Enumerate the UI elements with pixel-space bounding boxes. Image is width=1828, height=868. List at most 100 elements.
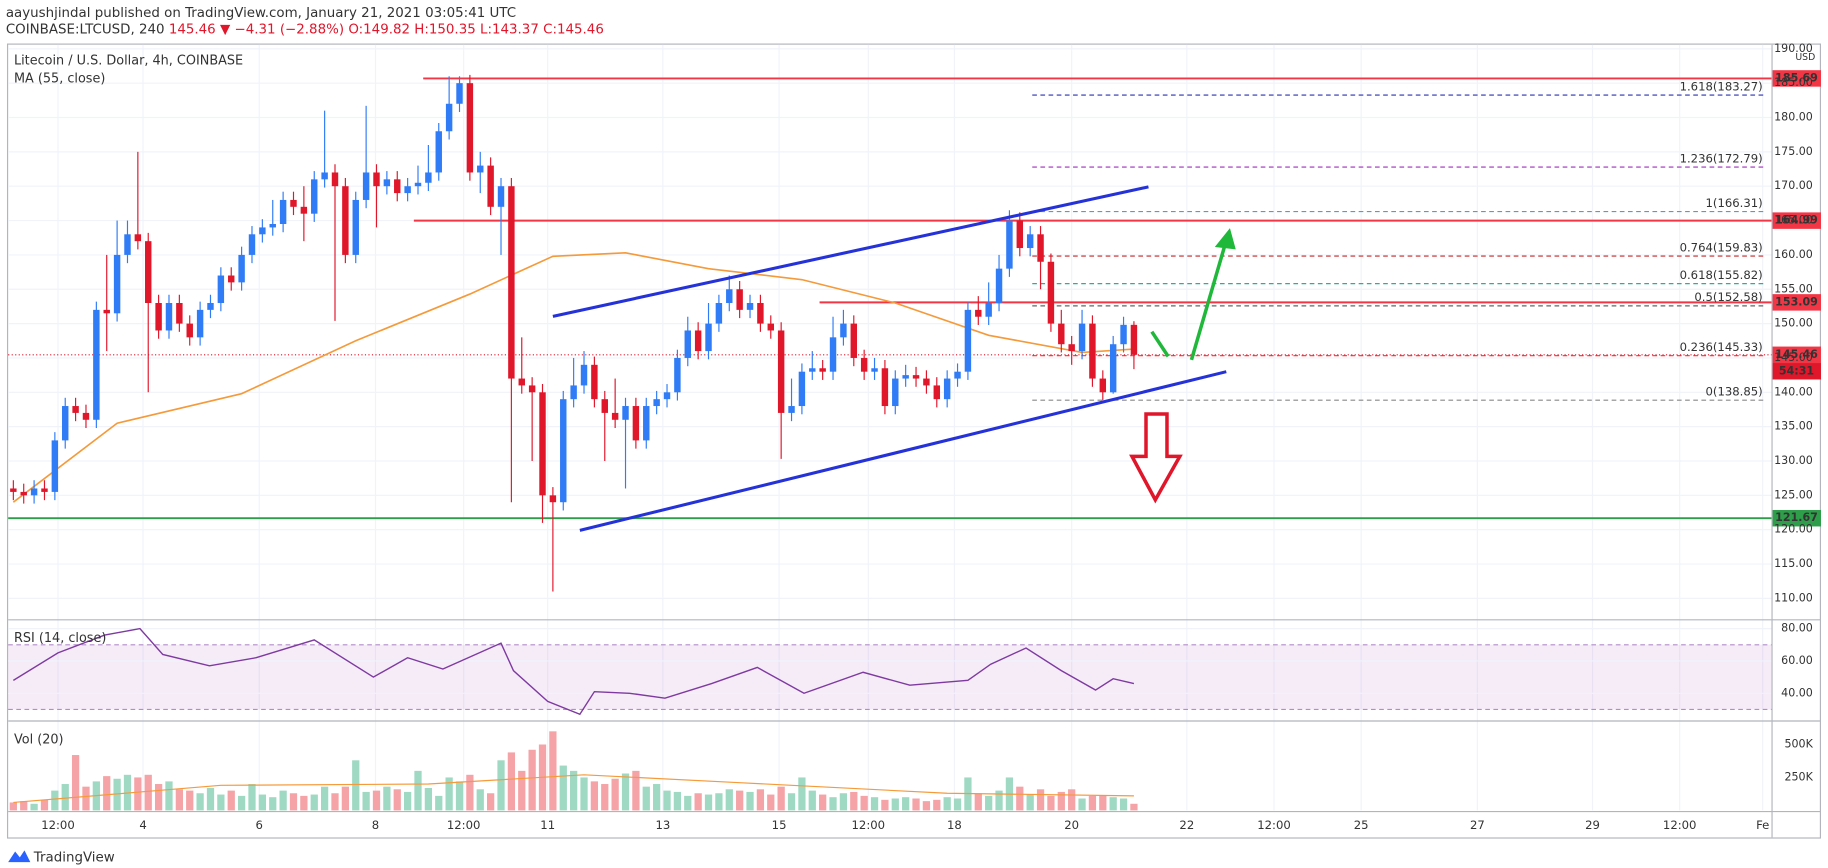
y-tick-label: 110.00 [1774,591,1813,604]
candle-body [777,330,785,413]
candle-body [62,406,69,441]
fib-label: 0.5(152.58) [1694,290,1762,304]
candle-body [601,399,608,413]
price-label-box [1772,70,1822,87]
volume-bar [30,803,38,811]
candle-body [819,368,826,372]
x-tick-label: 12:00 [1257,818,1291,832]
volume-bar [403,791,412,811]
candle-body [964,309,972,372]
volume-bar [1099,795,1107,811]
candle-body [954,371,961,379]
candle-body [1047,261,1055,324]
last: 145.46 [169,22,216,37]
y-tick-label: 140.00 [1774,385,1813,398]
candle-body [445,103,453,132]
y-tick-label: 190.00 [1774,42,1813,55]
candle-body [871,368,878,372]
y-tick-label: 170.00 [1774,179,1813,192]
candle-body [279,199,287,224]
candle-body [51,440,59,492]
volume-bar [653,784,661,811]
candle-body [611,412,619,420]
fib-label: 0(138.85) [1706,384,1763,398]
y-tick-label: 160.00 [1774,248,1813,261]
volume-bar [808,790,816,811]
y-tick-label: 115.00 [1774,557,1813,570]
candle-body [20,491,27,496]
rsi-tick-label: 80.00 [1781,622,1813,635]
volume-bar [196,793,204,811]
rsi-tick-label: 60.00 [1781,654,1813,667]
candle-body [352,199,359,255]
candle-body [196,309,204,338]
symbol: COINBASE:LTCUSD, 240 [6,22,165,37]
y-tick-label: 125.00 [1774,488,1813,501]
volume-bar [891,798,899,811]
y-tick-label: 145.00 [1774,351,1813,364]
candle-body [632,406,640,441]
volume-bar [497,760,505,811]
volume-bar [985,795,993,811]
ma-line [12,252,1134,503]
candle-body [518,378,525,386]
volume-bar [829,797,837,811]
volume-bar [590,781,599,811]
volume-bar [144,774,152,811]
volume-bar [1078,798,1086,811]
volume-bar [466,774,474,811]
countdown: 54:31 [1779,364,1814,377]
volume-bar [549,731,557,811]
candle-body [30,488,38,496]
volume-bar [393,789,401,811]
candle-body [580,364,588,386]
x-tick-label: 29 [1585,818,1600,832]
price-label-box [1772,212,1822,229]
fib-label: 1.618(183.27) [1680,79,1763,93]
volume-bar [352,760,360,811]
candle-body [72,406,79,413]
candle-body [362,172,370,200]
down-arrow [1129,412,1183,504]
candle-body [425,172,432,183]
volume-bar [1026,794,1034,811]
volume-bar [570,770,578,811]
volume-bar [767,794,775,811]
x-tick-label: 15 [772,818,787,832]
volume-bar [20,801,28,811]
volume-bar [269,797,277,811]
volume-bar [922,801,931,811]
y-tick-label: 185.00 [1774,76,1813,89]
candle-body [508,186,515,379]
candle-body [466,83,474,173]
countdown-box [1772,363,1822,380]
volume-bar [186,790,194,811]
volume-bar [839,793,848,811]
candle-body [736,289,743,310]
volume-tick-label: 500K [1784,737,1813,750]
candle-body [705,323,712,352]
volume-bar [40,799,49,811]
volume-bar [798,777,806,811]
volume-bar [258,794,266,811]
volume-bar [300,795,308,811]
candle-body [477,165,484,173]
candle-body [933,385,941,400]
close: C:145.46 [543,22,604,37]
volume-bar [912,798,920,811]
rsi-band [8,644,1773,710]
high: H:150.35 [414,22,475,37]
x-tick-label: 12:00 [852,818,886,832]
candle-body [394,179,401,194]
candle-body [1037,234,1044,262]
volume-bar [331,793,339,811]
candle-body [103,309,110,314]
candle-body [300,206,308,214]
volume-bar [71,755,80,811]
price-label-box [1772,294,1822,311]
x-tick-label: 25 [1354,818,1369,832]
candle-body [331,172,339,187]
price-label-box [1772,509,1822,527]
brand: TradingView [33,850,115,865]
candle-body [1130,324,1138,355]
